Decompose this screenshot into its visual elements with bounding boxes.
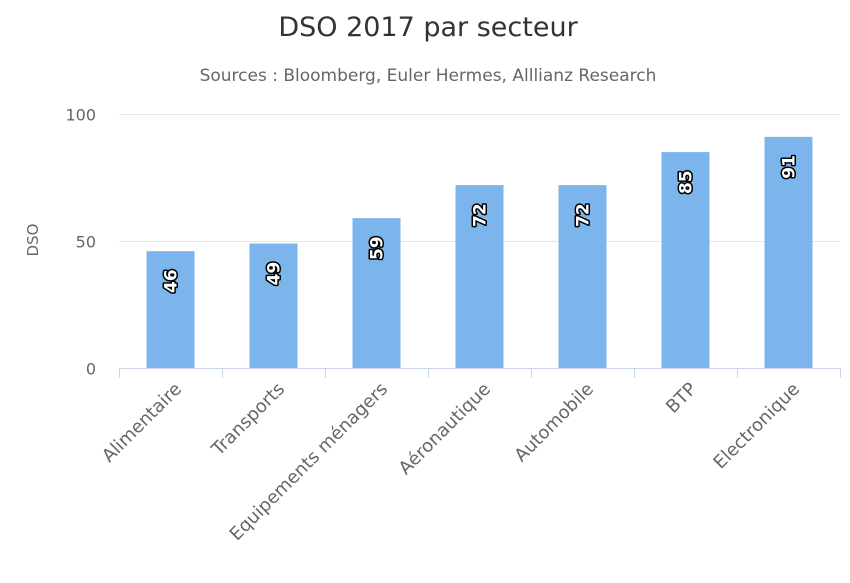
y-tick-label: 50: [76, 233, 96, 252]
chart-subtitle: Sources : Bloomberg, Euler Hermes, Allli…: [200, 66, 657, 86]
data-label: 72: [574, 203, 594, 227]
y-tick-label: 0: [86, 360, 96, 379]
data-label: 85: [677, 170, 697, 194]
data-label: 59: [368, 236, 388, 260]
x-tick-label: Alimentaire: [98, 379, 186, 467]
x-tick-label: Aéronautique: [395, 379, 495, 479]
bar: [558, 185, 607, 368]
x-tick-label: Transports: [207, 379, 289, 461]
bar: [764, 136, 813, 368]
x-axis-tick-marks: [119, 368, 841, 378]
bar: [352, 218, 401, 368]
x-tick-label: Automobile: [510, 379, 598, 467]
chart-title: DSO 2017 par secteur: [278, 12, 578, 43]
bar: [249, 243, 298, 368]
data-label: 49: [265, 262, 285, 286]
data-label: 46: [162, 269, 182, 293]
data-label: 91: [780, 155, 800, 179]
bar: [455, 185, 504, 368]
y-tick-label: 100: [65, 106, 96, 125]
bar: [661, 152, 710, 368]
data-label: 72: [471, 203, 491, 227]
x-tick-label: Electronique: [709, 379, 804, 474]
y-axis-ticks: 0 50 100: [65, 106, 96, 379]
x-tick-label: BTP: [662, 379, 701, 418]
bar: [146, 251, 195, 368]
y-axis-title: DSO: [24, 224, 42, 257]
bars: [146, 136, 813, 368]
data-labels: 46 49 59 72 72 85 91: [160, 154, 801, 295]
